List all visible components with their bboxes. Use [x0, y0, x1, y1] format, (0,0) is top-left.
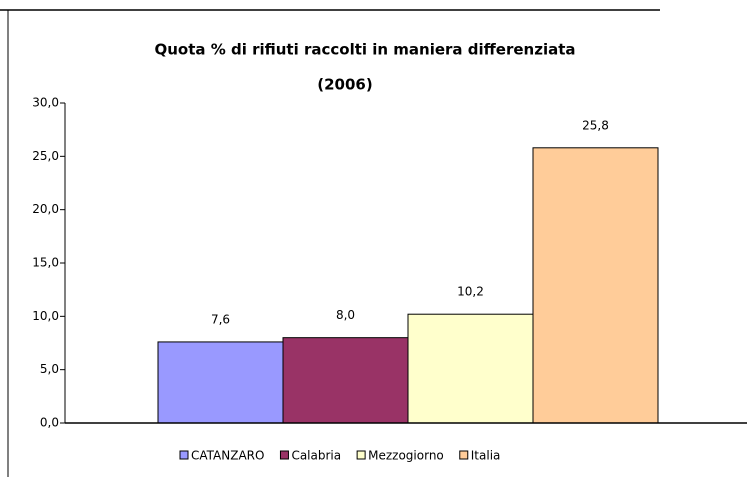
y-tick-label: 15,0: [32, 256, 59, 270]
data-label: 8,0: [336, 308, 355, 322]
bar: [407, 313, 534, 424]
legend-swatch: [179, 450, 189, 460]
legend-swatch: [279, 450, 289, 460]
bar: [282, 337, 409, 424]
chart-subtitle: (2006): [317, 76, 372, 94]
legend-label: Mezzogiorno: [368, 449, 444, 463]
y-tick-label: 20,0: [32, 202, 59, 216]
bar: [532, 147, 659, 424]
legend-swatch: [459, 450, 469, 460]
data-label: 7,6: [211, 312, 230, 326]
chart-title: Quota % di rifiuti raccolti in maniera d…: [154, 41, 575, 59]
legend-label: Italia: [471, 449, 501, 463]
data-label: 10,2: [457, 285, 484, 299]
legend-swatch: [356, 450, 366, 460]
data-label: 25,8: [582, 118, 609, 132]
y-tick-label: 0,0: [40, 416, 59, 430]
y-tick-label: 30,0: [32, 96, 59, 110]
legend-label: Calabria: [291, 449, 341, 463]
legend-label: CATANZARO: [191, 449, 264, 463]
y-tick-label: 5,0: [40, 362, 59, 376]
y-tick-label: 10,0: [32, 309, 59, 323]
y-tick-label: 25,0: [32, 149, 59, 163]
bar: [157, 341, 284, 424]
